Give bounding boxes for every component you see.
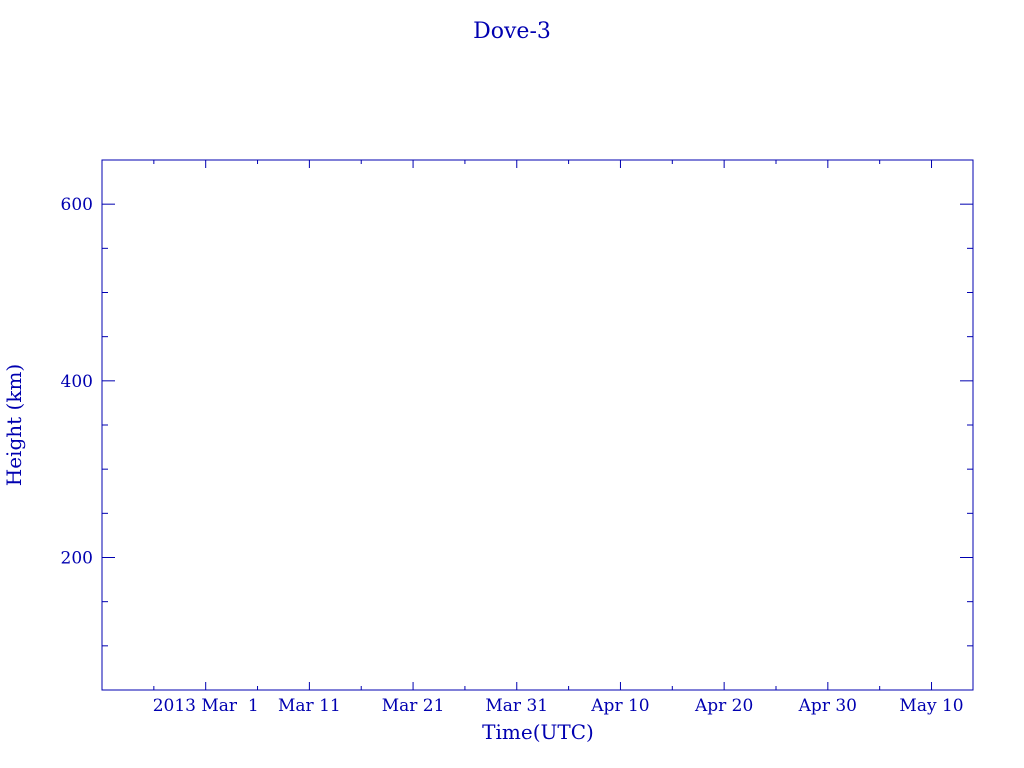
chart-title: Dove-3 xyxy=(473,19,551,44)
x-tick-label: May 10 xyxy=(899,696,963,716)
y-tick-label: 400 xyxy=(61,372,93,392)
x-tick-label: Mar 21 xyxy=(382,696,445,716)
x-tick-label: Mar 31 xyxy=(485,696,548,716)
x-tick-label: Apr 20 xyxy=(694,696,753,716)
y-tick-label: 200 xyxy=(61,549,93,569)
y-tick-label: 600 xyxy=(61,195,93,215)
ticks: 2013 Mar 1 Mar 11 Mar 21 Mar 31 Apr 10 Apr 20… xyxy=(61,160,973,716)
x-axis-label: Time(UTC) xyxy=(482,720,594,744)
x-tick-label: Apr 10 xyxy=(590,696,649,716)
x-tick-label: Apr 30 xyxy=(798,696,857,716)
x-tick-label: Mar 11 xyxy=(278,696,341,716)
y-axis-label: Height (km) xyxy=(2,364,26,486)
x-tick-label: 2013 Mar 1 xyxy=(153,696,259,716)
plot-frame xyxy=(101,159,974,691)
